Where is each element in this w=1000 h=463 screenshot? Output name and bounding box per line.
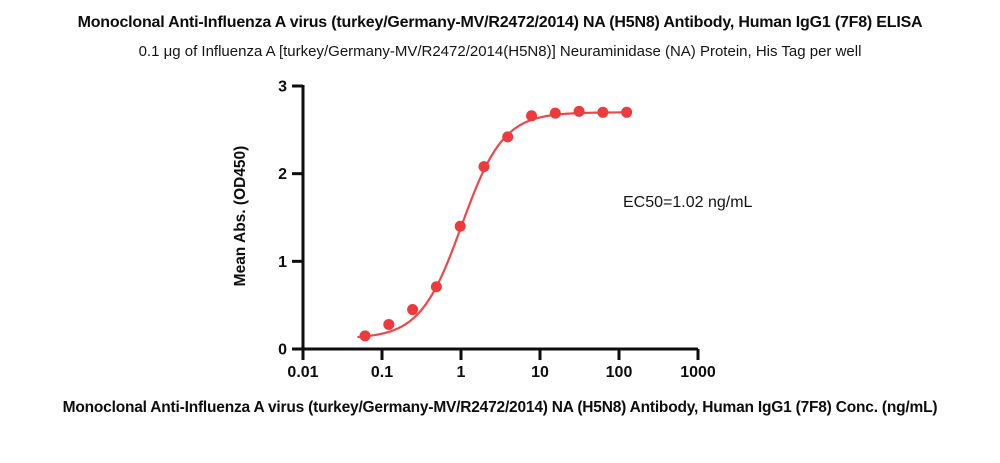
y-tick-label: 1 (278, 254, 287, 271)
x-tick-label: 0.1 (371, 364, 393, 381)
data-point (597, 106, 609, 118)
x-tick-label: 100 (606, 364, 633, 381)
y-tick-label: 2 (278, 166, 287, 183)
y-tick-label: 3 (278, 79, 287, 96)
data-point (573, 105, 585, 117)
data-point (407, 304, 419, 316)
data-point (430, 281, 442, 293)
data-point (383, 318, 395, 330)
x-tick-label: 1000 (680, 364, 716, 381)
x-tick-label: 10 (531, 364, 549, 381)
data-point (359, 330, 371, 342)
ec50-annotation: EC50=1.02 ng/mL (623, 194, 753, 211)
y-axis-label: Mean Abs. (OD450) (232, 145, 249, 287)
y-tick-label: 0 (278, 342, 287, 359)
data-point (502, 131, 514, 143)
data-point (454, 220, 466, 232)
data-point (621, 106, 633, 118)
x-axis-label: Monoclonal Anti-Influenza A virus (turke… (62, 399, 938, 416)
chart-title: Monoclonal Anti-Influenza A virus (turke… (77, 14, 923, 31)
x-tick-label: 0.01 (287, 364, 318, 381)
fit-curve (357, 111, 628, 339)
chart-subtitle: 0.1 μg of Influenza A [turkey/Germany-MV… (138, 43, 862, 60)
data-point (549, 107, 561, 119)
data-point (526, 110, 538, 122)
data-point (478, 161, 490, 173)
x-tick-label: 1 (457, 364, 466, 381)
